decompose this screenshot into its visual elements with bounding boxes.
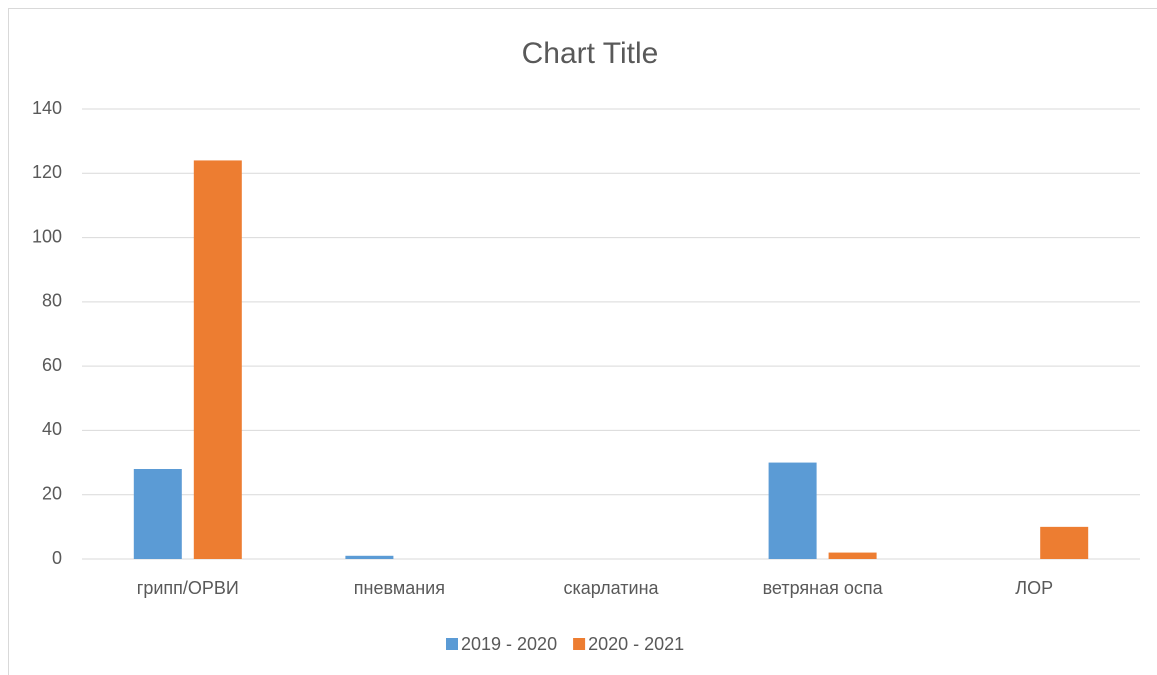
x-tick-label: скарлатина [563,578,659,598]
bar [768,462,817,559]
legend-label: 2020 - 2021 [588,634,684,654]
x-tick-label: пневмания [354,578,445,598]
chart-title: Chart Title [522,37,659,70]
bar [193,160,242,559]
bar [1040,526,1089,559]
bar [133,469,182,559]
legend-label: 2019 - 2020 [461,634,557,654]
y-tick-label: 80 [42,291,62,311]
x-tick-label: ветряная оспа [763,578,884,598]
legend-swatch [573,638,586,650]
legend-swatch [446,638,458,650]
chart-border [8,8,1157,675]
y-tick-label: 0 [52,548,62,568]
x-tick-label: ЛОР [1015,578,1053,598]
y-tick-label: 20 [42,483,62,503]
y-tick-label: 140 [32,98,62,118]
y-tick-label: 60 [42,355,62,375]
y-tick-label: 100 [32,226,62,246]
x-tick-label: грипп/ОРВИ [137,578,239,598]
bar [345,555,394,559]
bar [828,552,877,559]
y-tick-label: 120 [32,162,62,182]
y-tick-label: 40 [42,419,62,439]
